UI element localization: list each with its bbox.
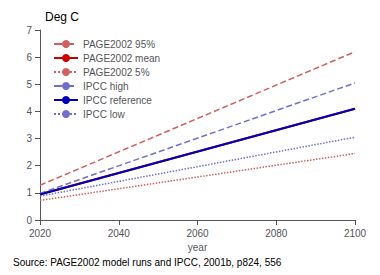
svg-text:3: 3 — [26, 133, 32, 144]
svg-text:2040: 2040 — [108, 228, 131, 239]
svg-text:2080: 2080 — [265, 228, 288, 239]
svg-text:year: year — [188, 242, 208, 253]
svg-text:IPCC low: IPCC low — [83, 109, 125, 120]
svg-text:PAGE2002 5%: PAGE2002 5% — [83, 67, 150, 78]
svg-text:2: 2 — [26, 160, 32, 171]
svg-text:Source: PAGE2002 model runs an: Source: PAGE2002 model runs and IPCC, 20… — [13, 257, 282, 268]
svg-text:4: 4 — [26, 106, 32, 117]
svg-text:2060: 2060 — [186, 228, 209, 239]
svg-text:IPCC reference: IPCC reference — [83, 95, 152, 106]
svg-text:PAGE2002 95%: PAGE2002 95% — [83, 39, 155, 50]
svg-text:IPCC high: IPCC high — [83, 81, 129, 92]
svg-text:2100: 2100 — [344, 228, 367, 239]
svg-text:5: 5 — [26, 79, 32, 90]
svg-text:6: 6 — [26, 52, 32, 63]
svg-text:Deg C: Deg C — [45, 10, 79, 24]
svg-text:PAGE2002 mean: PAGE2002 mean — [83, 53, 160, 64]
svg-text:7: 7 — [26, 25, 32, 36]
svg-text:0: 0 — [26, 215, 32, 226]
svg-text:1: 1 — [26, 187, 32, 198]
svg-text:2020: 2020 — [29, 228, 52, 239]
